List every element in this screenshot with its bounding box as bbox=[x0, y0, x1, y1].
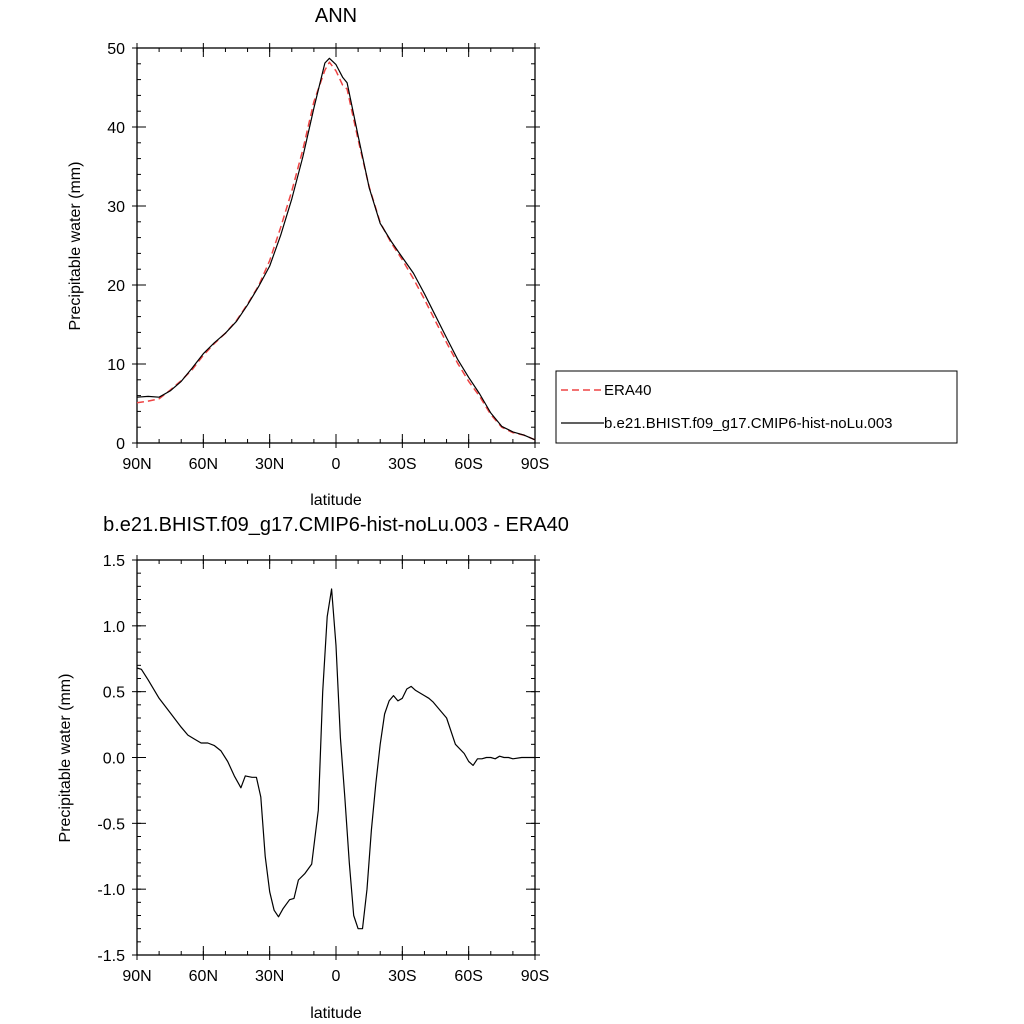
top-x-tick-label: 90S bbox=[521, 456, 549, 473]
top-x-tick-label: 0 bbox=[332, 456, 341, 473]
top-y-axis-label: Precipitable water (mm) bbox=[67, 162, 84, 331]
bottom-x-tick-label: 30S bbox=[388, 968, 416, 985]
bottom-y-tick-label: 0.5 bbox=[103, 685, 125, 702]
top-x-tick-label: 90N bbox=[122, 456, 151, 473]
legend: ERA40 b.e21.BHIST.f09_g17.CMIP6-hist-noL… bbox=[555, 370, 958, 444]
bottom-plot-frame bbox=[136, 559, 536, 956]
top-x-axis-label: latitude bbox=[310, 492, 362, 509]
top-y-tick-label: 50 bbox=[107, 41, 125, 58]
top-y-tick-label: 30 bbox=[107, 199, 125, 216]
top-title: ANN bbox=[315, 5, 357, 27]
legend-box bbox=[555, 370, 958, 444]
top-y-tick-label: 20 bbox=[107, 278, 125, 295]
top-x-tick-label: 60N bbox=[189, 456, 218, 473]
legend-label-era40: ERA40 bbox=[604, 382, 652, 399]
bottom-series-line-0 bbox=[136, 588, 535, 930]
bottom-x-tick-label: 90N bbox=[122, 968, 151, 985]
bottom-y-tick-label: 1.5 bbox=[103, 553, 125, 570]
top-y-tick-label: 40 bbox=[107, 120, 125, 137]
bottom-panel: b.e21.BHIST.f09_g17.CMIP6-hist-noLu.003 … bbox=[57, 514, 569, 1022]
top-panel: ANN 90N 60N 30N 0 30S 60S 90S 0 10 20 30 40 50 latit… bbox=[67, 5, 549, 509]
bottom-y-axis-label: Precipitable water (mm) bbox=[57, 674, 74, 843]
top-axes: 90N 60N 30N 0 30S 60S 90S 0 10 20 30 40 50 bbox=[107, 41, 549, 473]
bottom-series bbox=[136, 588, 535, 930]
bottom-x-axis-label: latitude bbox=[310, 1005, 362, 1022]
top-series-line-1 bbox=[136, 57, 536, 441]
bottom-x-tick-label: 60S bbox=[454, 968, 482, 985]
top-series bbox=[136, 57, 536, 441]
bottom-y-tick-label: -1.0 bbox=[97, 882, 125, 899]
bottom-axes: 90N 60N 30N 0 30S 60S 90S -1.5 -1.0 -0.5 0.0 0.5 1.0… bbox=[97, 553, 549, 985]
bottom-y-tick-label: -1.5 bbox=[97, 948, 125, 965]
top-x-tick-label: 30N bbox=[255, 456, 284, 473]
legend-label-model: b.e21.BHIST.f09_g17.CMIP6-hist-noLu.003 bbox=[604, 415, 893, 432]
top-y-tick-label: 10 bbox=[107, 357, 125, 374]
top-series-line-0 bbox=[136, 61, 536, 441]
bottom-y-tick-label: 0.0 bbox=[103, 751, 125, 768]
bottom-y-tick-label: 1.0 bbox=[103, 619, 125, 636]
top-x-tick-label: 30S bbox=[388, 456, 416, 473]
bottom-title: b.e21.BHIST.f09_g17.CMIP6-hist-noLu.003 … bbox=[103, 514, 569, 536]
bottom-x-tick-label: 90S bbox=[521, 968, 549, 985]
bottom-x-tick-label: 0 bbox=[332, 968, 341, 985]
bottom-x-tick-label: 30N bbox=[255, 968, 284, 985]
top-y-tick-label: 0 bbox=[116, 436, 125, 453]
bottom-x-tick-label: 60N bbox=[189, 968, 218, 985]
top-x-tick-label: 60S bbox=[454, 456, 482, 473]
top-plot-frame bbox=[136, 47, 536, 444]
bottom-y-tick-label: -0.5 bbox=[97, 816, 125, 833]
